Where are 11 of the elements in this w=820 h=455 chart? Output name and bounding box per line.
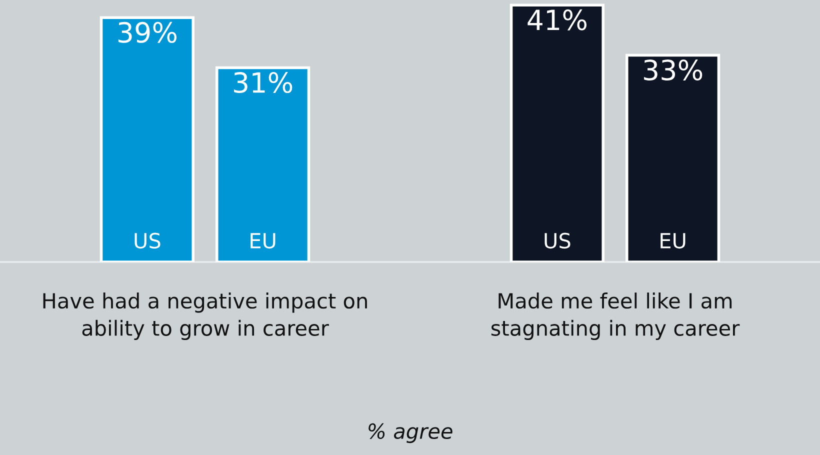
text: EU xyxy=(660,233,686,249)
text: US xyxy=(544,232,570,249)
data-label: 31% xyxy=(234,72,292,94)
data-label: 33% xyxy=(644,60,702,81)
x-axis-title: % agree xyxy=(368,423,452,444)
data-label: 41% xyxy=(528,9,587,30)
series-label: EU xyxy=(250,233,276,249)
data-label: 39% xyxy=(118,22,177,43)
series-label: US xyxy=(134,232,160,249)
x-tick-label: Made me feel like I am stagnating in my career xyxy=(491,292,740,340)
x-tick-label: Have had a negative impact on ability to grow in career xyxy=(43,292,367,340)
